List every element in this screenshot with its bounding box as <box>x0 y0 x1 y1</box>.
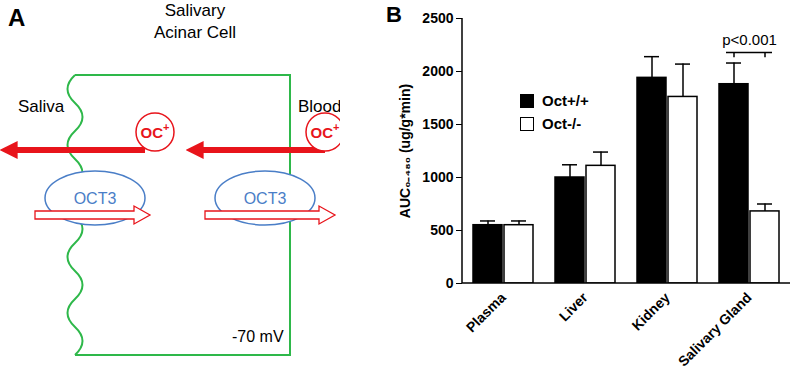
svg-text:OC+: OC+ <box>311 121 340 141</box>
html-text:B: B <box>386 2 402 27</box>
svg-text:1500: 1500 <box>422 116 453 132</box>
svg-text:Kidney: Kidney <box>628 289 672 333</box>
html-text:Oct-/-: Oct-/- <box>542 115 582 132</box>
svg-text:-70 mV: -70 mV <box>232 328 284 345</box>
svg-text:2000: 2000 <box>422 63 453 79</box>
svg-text:p<0.001: p<0.001 <box>722 31 777 48</box>
svg-text:0: 0 <box>446 275 454 291</box>
svg-text:Liver: Liver <box>556 289 591 324</box>
svg-text:AUC₀₋₄₈₀ (ug/g*min): AUC₀₋₄₈₀ (ug/g*min) <box>397 84 413 218</box>
svg-text:1000: 1000 <box>422 169 453 185</box>
svg-text:Blood: Blood <box>298 97 340 116</box>
svg-text:OC+: OC+ <box>141 121 170 141</box>
svg-text:Acinar Cell: Acinar Cell <box>154 23 236 42</box>
svg-text:A: A <box>8 4 25 31</box>
html-text:Oct+/+: Oct+/+ <box>542 92 589 109</box>
svg-text:OCT3: OCT3 <box>74 190 117 207</box>
svg-text:Plasma: Plasma <box>463 289 509 335</box>
svg-text:OCT3: OCT3 <box>244 190 287 207</box>
svg-text:500: 500 <box>430 222 454 238</box>
svg-text:Salivary: Salivary <box>165 1 226 20</box>
svg-text:Salivary Gland: Salivary Gland <box>675 289 755 369</box>
svg-text:2500: 2500 <box>422 10 453 26</box>
svg-text:Saliva: Saliva <box>18 97 65 116</box>
